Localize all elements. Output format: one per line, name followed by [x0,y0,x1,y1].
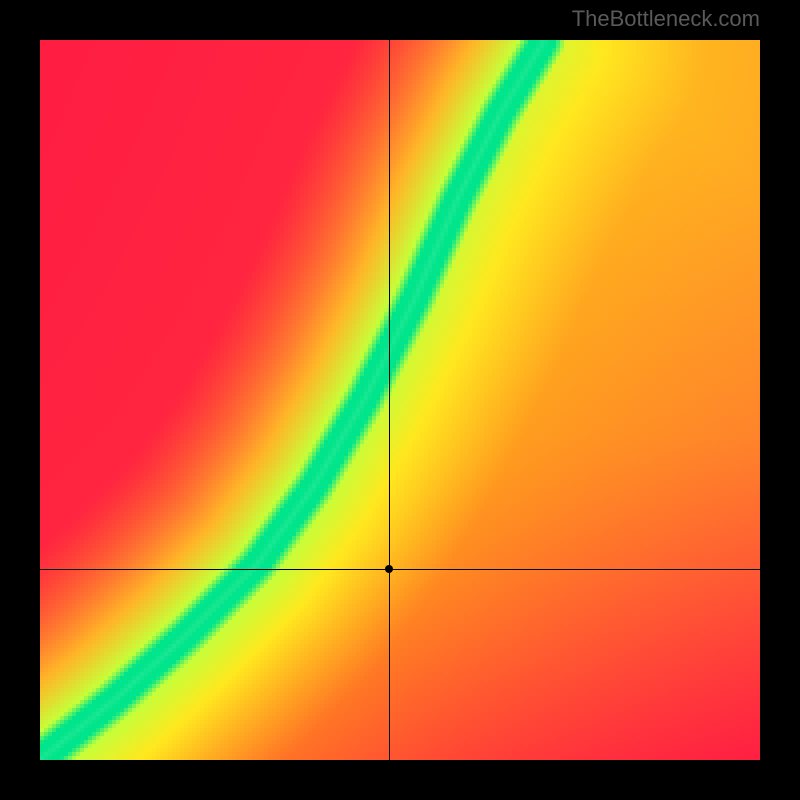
watermark-text: TheBottleneck.com [572,6,760,32]
heatmap-chart [40,40,760,760]
heatmap-canvas [40,40,760,760]
crosshair-horizontal [40,569,760,570]
crosshair-point [385,565,393,573]
crosshair-vertical [389,40,390,760]
